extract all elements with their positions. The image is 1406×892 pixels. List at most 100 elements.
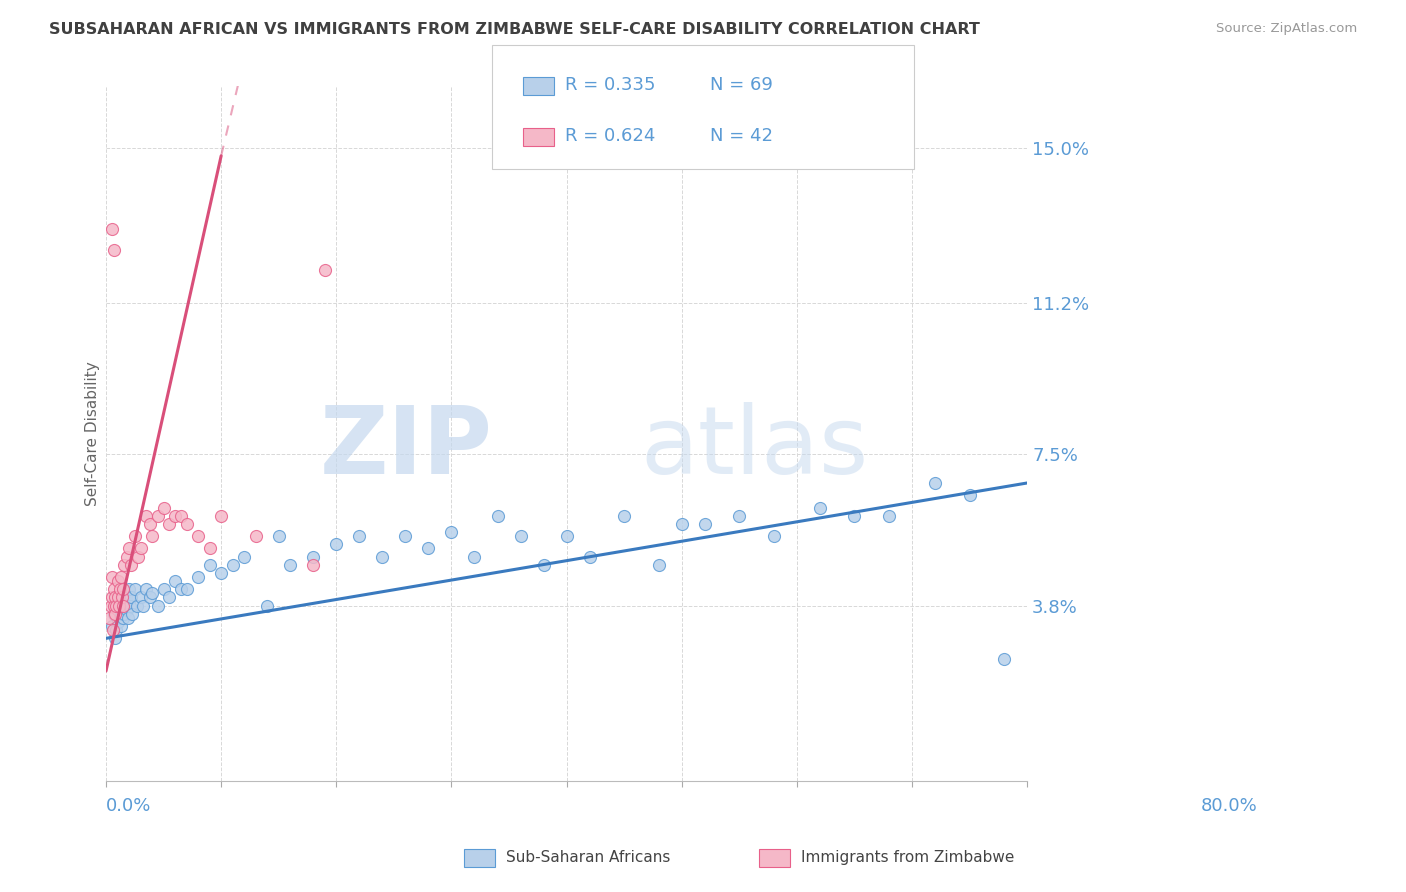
Point (127, 549, 149, 564)
Point (762, 529, 785, 543)
Point (110, 570, 132, 584)
Point (349, 529, 371, 543)
Point (198, 541, 221, 556)
Text: Source: ZipAtlas.com: Source: ZipAtlas.com (1216, 22, 1357, 36)
Point (256, 599, 278, 613)
Point (111, 599, 134, 613)
Point (129, 591, 152, 605)
Point (555, 529, 578, 543)
Point (728, 508, 751, 523)
Point (486, 508, 509, 523)
Point (877, 508, 900, 523)
Point (127, 599, 149, 613)
Point (533, 558, 555, 572)
Point (648, 558, 671, 572)
Point (993, 652, 1015, 666)
Point (115, 549, 138, 564)
Point (165, 574, 187, 588)
Point (302, 558, 325, 572)
Point (302, 549, 325, 564)
Text: N = 69: N = 69 (710, 76, 773, 94)
Text: N = 42: N = 42 (710, 128, 773, 145)
Point (129, 541, 152, 556)
Point (157, 591, 180, 605)
Point (110, 619, 132, 633)
Point (139, 591, 162, 605)
Point (120, 599, 142, 613)
Point (101, 623, 124, 637)
Text: R = 0.335: R = 0.335 (565, 76, 655, 94)
Point (135, 582, 157, 597)
Point (170, 508, 193, 523)
Point (135, 508, 157, 523)
Point (108, 611, 131, 625)
Point (187, 570, 209, 584)
Point (394, 529, 416, 543)
Point (245, 529, 267, 543)
Point (103, 607, 125, 621)
Point (233, 549, 256, 564)
Point (152, 582, 174, 597)
Point (613, 508, 636, 523)
Point (146, 599, 169, 613)
Point (325, 537, 347, 551)
Point (104, 607, 127, 621)
Point (104, 632, 127, 646)
Point (132, 599, 155, 613)
Point (112, 586, 135, 600)
Point (152, 500, 174, 515)
Point (118, 541, 141, 556)
Point (118, 591, 141, 605)
Point (118, 582, 141, 597)
Point (111, 591, 134, 605)
Point (100, 222, 122, 236)
Point (209, 566, 232, 580)
Point (176, 516, 198, 531)
Point (371, 549, 394, 564)
Point (278, 558, 301, 572)
Point (124, 529, 146, 543)
Point (115, 594, 138, 608)
Point (221, 558, 243, 572)
Point (98, 611, 121, 625)
Point (103, 582, 125, 597)
Point (100, 570, 122, 584)
Point (103, 243, 125, 257)
Text: 0.0%: 0.0% (105, 797, 152, 814)
Point (114, 591, 136, 605)
Point (463, 549, 485, 564)
Point (112, 582, 135, 597)
Point (107, 574, 129, 588)
Point (165, 508, 187, 523)
Point (110, 603, 132, 617)
Text: atlas: atlas (640, 401, 869, 494)
Point (107, 599, 129, 613)
Point (124, 582, 146, 597)
Point (198, 558, 221, 572)
Point (187, 529, 209, 543)
Point (844, 508, 866, 523)
Point (139, 516, 162, 531)
Point (104, 591, 127, 605)
Point (176, 582, 198, 597)
Point (121, 607, 143, 621)
Point (108, 582, 131, 597)
Point (141, 586, 163, 600)
Y-axis label: Self-Care Disability: Self-Care Disability (86, 361, 100, 507)
Point (924, 475, 946, 490)
Point (120, 558, 142, 572)
Point (100, 591, 122, 605)
Point (157, 516, 180, 531)
Point (267, 529, 290, 543)
Point (578, 549, 600, 564)
Point (112, 599, 135, 613)
Point (115, 603, 138, 617)
Point (103, 599, 125, 613)
Point (693, 516, 716, 531)
Point (671, 516, 693, 531)
Point (314, 263, 336, 277)
Text: ZIP: ZIP (321, 401, 494, 494)
Text: Immigrants from Zimbabwe: Immigrants from Zimbabwe (801, 850, 1015, 864)
Point (146, 508, 169, 523)
Point (808, 500, 831, 515)
